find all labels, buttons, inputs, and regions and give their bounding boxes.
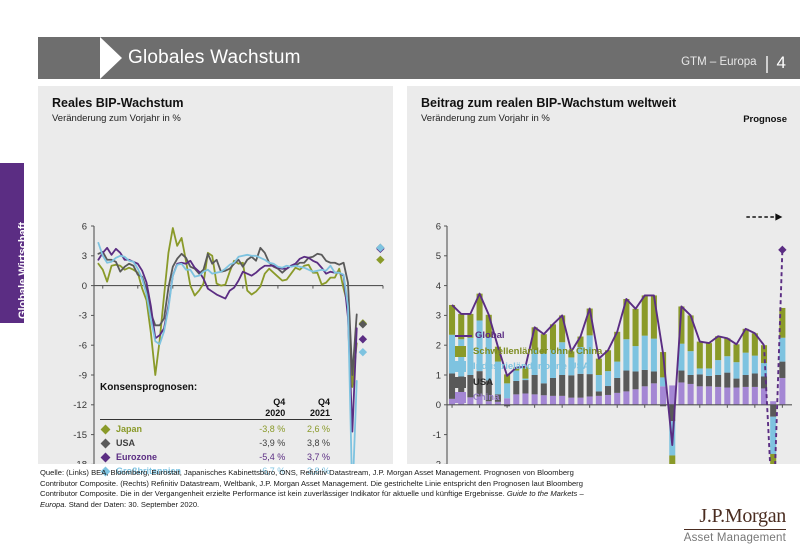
series-marker-usa-icon (100, 438, 111, 448)
footnote: Quelle: (Links) BEA, Bloomberg, Eurostat… (40, 468, 600, 510)
row-label-uk: Großbritannien (116, 465, 181, 476)
legend-line-icon (455, 334, 472, 337)
svg-text:-3: -3 (79, 311, 87, 322)
svg-text:4: 4 (436, 281, 441, 292)
section-tab-label: Globale Wirtschaft (17, 221, 29, 319)
svg-text:5: 5 (436, 251, 441, 262)
header-divider (765, 55, 768, 73)
table-rule (100, 419, 332, 422)
legend-label-usa: USA (473, 376, 494, 388)
uk-q4-2021: 3,8 % (306, 465, 330, 476)
header-meta: GTM – Europa 4 (681, 52, 786, 73)
eurozone-q4-2020: -5,4 % (259, 451, 286, 462)
legend-item-china: China (455, 391, 602, 404)
right-chart-title: Beitrag zum realen BIP-Wachstum weltweit (421, 96, 677, 110)
table-header-row-year: 2020 2021 (100, 408, 332, 420)
svg-text:-6: -6 (79, 341, 87, 352)
row-label-japan: Japan (116, 423, 143, 434)
svg-text:-18: -18 (73, 460, 87, 464)
panel-world-gdp-contribution: Beitrag zum realen BIP-Wachstum weltweit… (407, 86, 800, 464)
svg-text:-15: -15 (73, 430, 87, 441)
legend-item-usa: USA (455, 376, 602, 389)
table-row: Japan -3,8 % 2,6 % (100, 422, 332, 436)
svg-text:-2: -2 (433, 460, 441, 464)
left-chart-title: Reales BIP-Wachstum (52, 96, 184, 110)
forecast-table-title: Konsensprognosen: (100, 382, 198, 393)
section-tab-globale-wirtschaft[interactable]: Globale Wirtschaft (0, 163, 29, 323)
svg-text:-9: -9 (79, 370, 87, 381)
legend-label-emerging: Schwellenländer ohne China (473, 345, 603, 357)
legend-swatch-icon (455, 376, 466, 388)
col-head-q4-2020-b: 2020 (265, 408, 286, 418)
legend-item-global: Global (455, 329, 602, 342)
svg-text:3: 3 (436, 311, 441, 322)
logo-tagline: Asset Management (683, 532, 786, 544)
uk-q4-2020: -6,7 % (259, 465, 286, 476)
svg-text:3: 3 (82, 251, 87, 262)
header-notch (100, 37, 122, 79)
header-publication-label: GTM – Europa (681, 56, 757, 68)
legend-label-global: Global (475, 330, 505, 341)
page-title: Globales Wachstum (128, 47, 301, 68)
consensus-forecast-table: Konsensprognosen: Q4 Q4 2020 2021 Japan … (100, 382, 332, 478)
page-number: 4 (776, 53, 786, 72)
stacked-bar-chart-world-gdp: 6543210-1-2-3-4'85'88'91'94'97'00'03'06'… (433, 213, 792, 464)
line-chart-real-gdp-growth: 630-3-6-9-12-15-18-21-24'06'08'10'12'14'… (73, 221, 385, 464)
left-chart-subtitle: Veränderung zum Vorjahr in % (52, 113, 181, 124)
svg-text:0: 0 (82, 281, 87, 292)
page-header (38, 37, 800, 79)
svg-text:6: 6 (82, 221, 87, 232)
footnote-italic: Guide to the Markets – Europa. (40, 489, 584, 509)
japan-q4-2020: -3,8 % (259, 423, 286, 434)
jpmorgan-logo: J.P.Morgan Asset Management (683, 505, 786, 544)
svg-text:6: 6 (436, 221, 441, 232)
series-marker-japan-icon (100, 424, 111, 434)
right-chart-legend: Global Schwellenländer ohne China Indust… (455, 329, 602, 407)
series-marker-eurozone-icon (100, 452, 111, 462)
table-row: USA -3,9 % 3,8 % (100, 436, 332, 450)
legend-swatch-icon (455, 392, 466, 403)
legend-swatch-icon (455, 361, 466, 372)
svg-text:2: 2 (436, 341, 441, 352)
forecast-annotation-label: Prognose (743, 114, 787, 125)
legend-item-emerging-ex-china: Schwellenländer ohne China (455, 345, 602, 358)
footnote-part1: Quelle: (Links) BEA, Bloomberg, Eurostat… (40, 468, 583, 499)
right-chart-subtitle: Veränderung zum Vorjahr in % (421, 113, 550, 124)
col-head-q4-2020-a: Q4 (273, 397, 286, 407)
legend-label-developed: Industrieländer ohne USA (473, 361, 590, 372)
usa-q4-2021: 3,8 % (306, 437, 330, 448)
row-label-usa: USA (116, 437, 136, 448)
legend-label-china: China (473, 392, 500, 403)
svg-text:1: 1 (436, 370, 441, 381)
col-head-q4-2021-b: 2021 (309, 408, 330, 418)
eurozone-q4-2021: 3,7 % (306, 451, 330, 462)
svg-text:-12: -12 (73, 400, 87, 411)
logo-wordmark: J.P.Morgan (683, 505, 786, 530)
table-row: Eurozone -5,4 % 3,7 % (100, 450, 332, 464)
usa-q4-2020: -3,9 % (259, 437, 286, 448)
svg-text:-1: -1 (433, 430, 441, 441)
legend-item-developed-ex-usa: Industrieländer ohne USA (455, 360, 602, 373)
panel-real-gdp-growth: Reales BIP-Wachstum Veränderung zum Vorj… (38, 86, 393, 476)
row-label-eurozone: Eurozone (116, 451, 158, 462)
footnote-part2: Stand der Daten: 30. September 2020. (66, 499, 200, 509)
svg-text:0: 0 (436, 400, 441, 411)
col-head-q4-2021-a: Q4 (317, 397, 330, 407)
table-row: Großbritannien -6,7 % 3,8 % (100, 464, 332, 478)
japan-q4-2021: 2,6 % (306, 423, 330, 434)
legend-swatch-icon (455, 345, 466, 357)
table-header-row: Q4 Q4 (100, 397, 332, 408)
